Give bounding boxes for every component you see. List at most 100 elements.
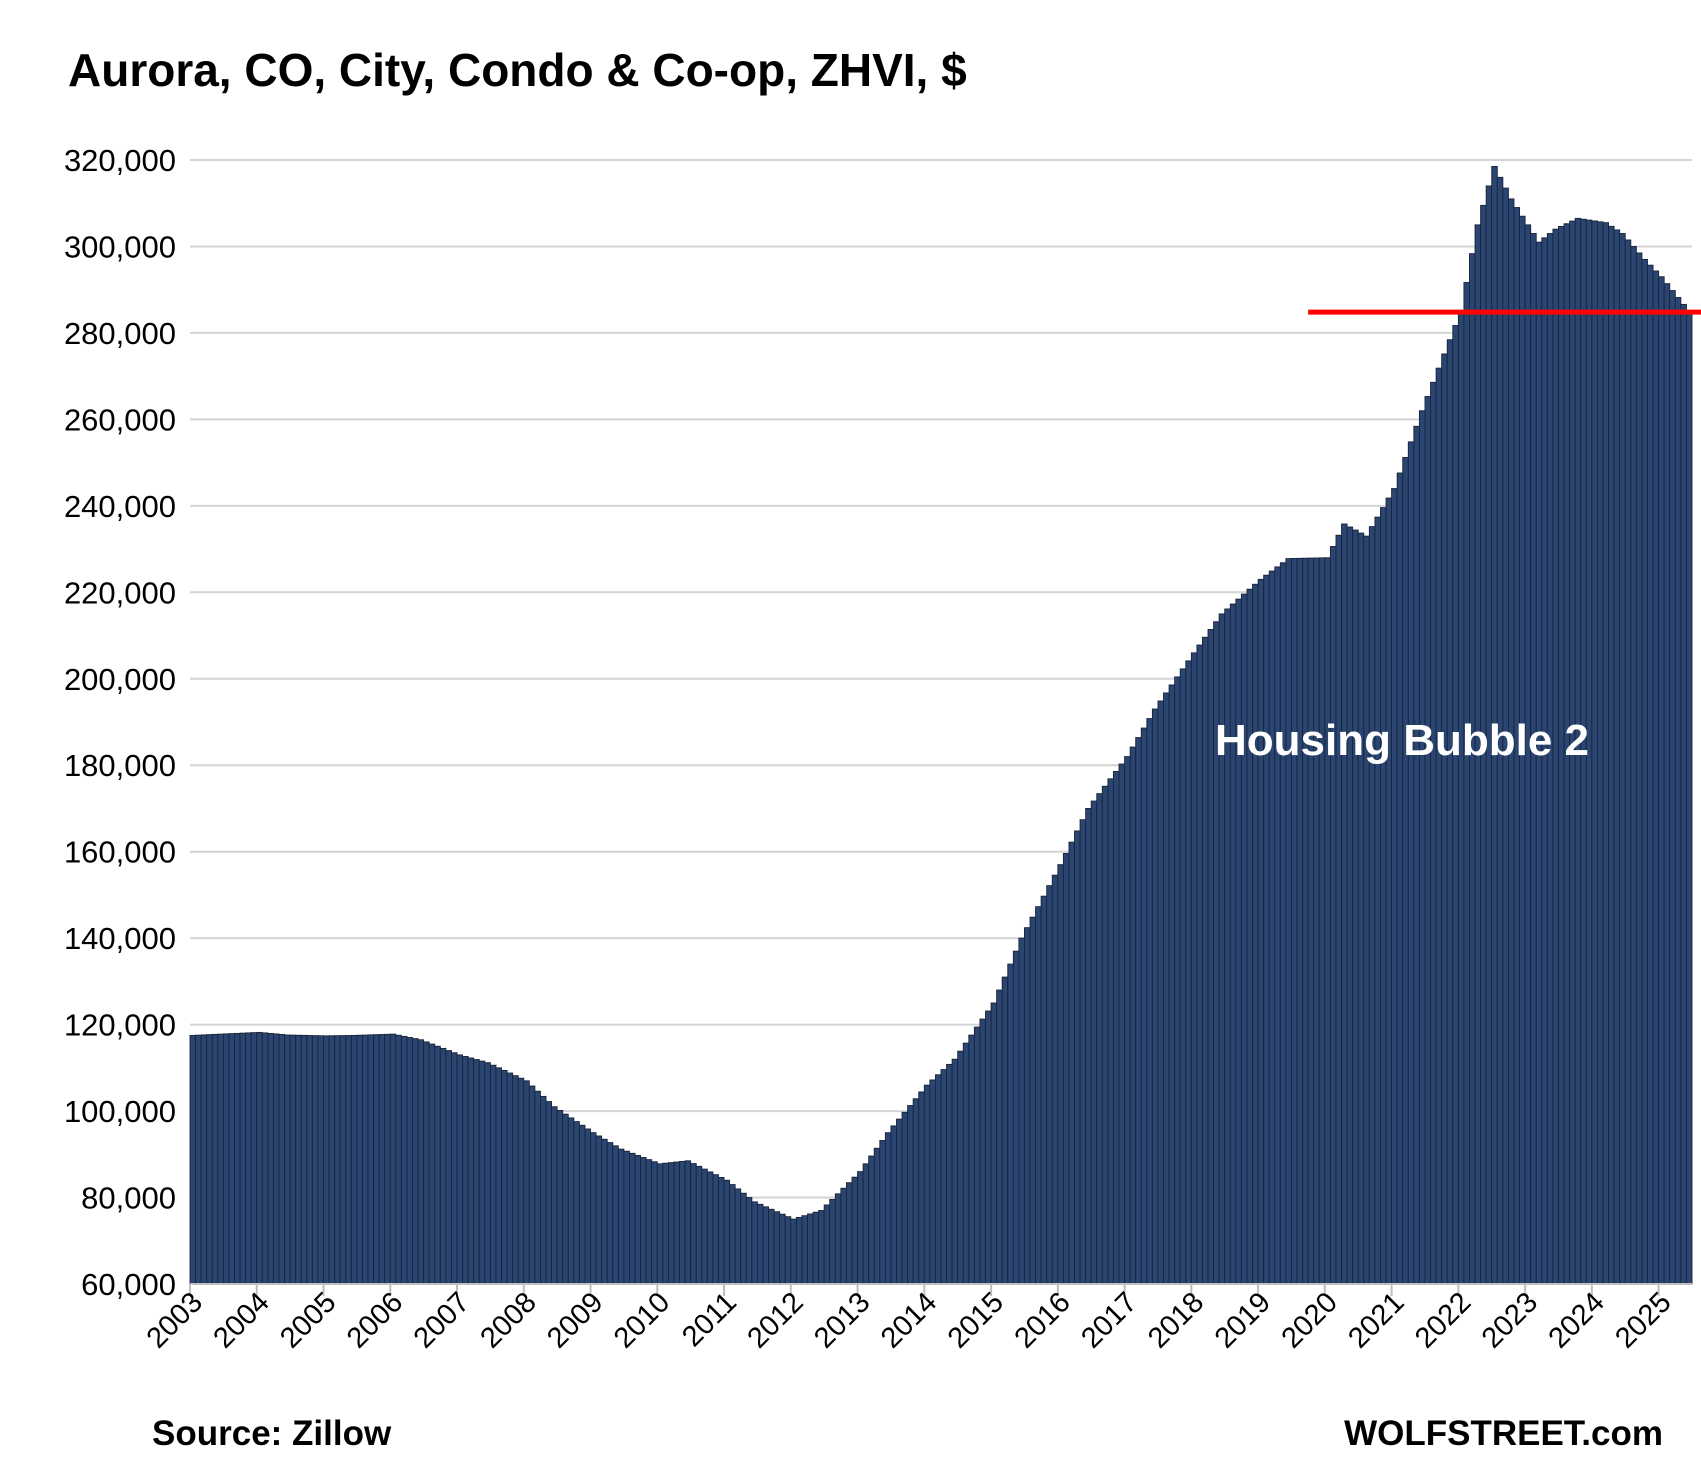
bar — [412, 1038, 419, 1285]
bar — [467, 1057, 475, 1285]
x-tick-label: 2024 — [1543, 1286, 1611, 1354]
bar — [1224, 608, 1231, 1285]
bar — [1046, 885, 1053, 1285]
bar — [662, 1162, 669, 1285]
y-tick-label: 300,000 — [64, 229, 176, 264]
bar — [1352, 529, 1359, 1285]
bar — [300, 1034, 308, 1285]
bar — [540, 1095, 547, 1285]
bar — [395, 1034, 402, 1285]
bar — [656, 1163, 664, 1285]
bar — [973, 1026, 981, 1285]
bar — [756, 1203, 764, 1285]
bar — [1229, 603, 1237, 1285]
bar — [1218, 613, 1226, 1285]
x-tick-label: 2020 — [1276, 1286, 1344, 1354]
bar — [311, 1035, 319, 1285]
bar — [1658, 276, 1665, 1285]
bar — [189, 1034, 197, 1285]
bar — [1296, 557, 1304, 1285]
bar — [1291, 558, 1298, 1285]
bar — [606, 1142, 614, 1285]
bar — [195, 1034, 202, 1285]
bar — [1329, 546, 1337, 1285]
bar — [734, 1188, 742, 1285]
bar — [1418, 410, 1426, 1285]
bar — [1040, 895, 1048, 1285]
chart-title: Aurora, CO, City, Condo & Co-op, ZHVI, $ — [68, 44, 967, 96]
y-tick-label: 180,000 — [64, 748, 176, 783]
bar — [222, 1033, 230, 1285]
bar — [323, 1035, 330, 1285]
bar — [890, 1125, 897, 1285]
bar — [629, 1152, 636, 1285]
bar — [946, 1063, 953, 1285]
bar — [367, 1034, 375, 1285]
bar — [818, 1210, 825, 1285]
bar — [484, 1062, 491, 1285]
y-tick-label: 200,000 — [64, 662, 176, 697]
bar — [1140, 727, 1148, 1285]
bar — [901, 1111, 909, 1285]
x-tick-label: 2015 — [942, 1286, 1010, 1354]
bar — [1135, 737, 1142, 1285]
bar — [384, 1033, 391, 1285]
bar — [729, 1184, 736, 1285]
bar — [578, 1124, 586, 1285]
y-tick-label: 220,000 — [64, 575, 176, 610]
bar — [1424, 396, 1431, 1285]
bar — [1324, 557, 1331, 1285]
bar — [1680, 303, 1687, 1285]
bar — [1624, 239, 1632, 1285]
bar — [1035, 906, 1042, 1285]
bar — [1129, 746, 1137, 1285]
bar — [1007, 963, 1014, 1285]
bar — [779, 1213, 786, 1285]
y-tick-label: 120,000 — [64, 1008, 176, 1043]
bar — [645, 1159, 653, 1285]
x-tick-label: 2012 — [742, 1286, 810, 1354]
bar — [617, 1148, 625, 1285]
bar — [851, 1176, 858, 1285]
bar — [1263, 574, 1270, 1285]
bar — [840, 1187, 847, 1285]
bar — [523, 1080, 530, 1285]
bar — [1240, 593, 1248, 1285]
x-tick-label: 2021 — [1342, 1286, 1410, 1354]
bar — [968, 1034, 975, 1285]
bar — [829, 1198, 836, 1285]
bar — [1279, 562, 1287, 1285]
bar — [923, 1084, 931, 1285]
bar — [934, 1074, 942, 1285]
bar — [1246, 588, 1253, 1285]
bar — [951, 1058, 959, 1285]
bar — [462, 1055, 469, 1285]
bar — [245, 1032, 252, 1285]
bar — [417, 1039, 425, 1285]
bar — [1090, 800, 1098, 1285]
bar — [289, 1034, 297, 1285]
x-tick-label: 2018 — [1142, 1286, 1210, 1354]
bar — [1469, 253, 1476, 1285]
bar — [1407, 441, 1415, 1285]
bar — [512, 1075, 519, 1285]
bar — [740, 1192, 747, 1285]
bar — [1202, 636, 1209, 1285]
bar — [1207, 629, 1215, 1285]
bar — [1096, 793, 1103, 1285]
bar — [400, 1035, 408, 1285]
bar — [640, 1157, 647, 1285]
bar — [690, 1163, 697, 1285]
bar — [1174, 676, 1181, 1285]
bar — [1051, 874, 1059, 1285]
bar — [345, 1035, 352, 1285]
bar — [250, 1032, 258, 1285]
bar — [278, 1034, 286, 1285]
brand-label: WOLFSTREET.com — [1344, 1414, 1663, 1453]
bar — [206, 1034, 213, 1285]
bar — [1012, 950, 1020, 1285]
bar — [328, 1035, 336, 1285]
bar — [1124, 756, 1131, 1285]
bar — [784, 1216, 792, 1285]
bar — [1452, 325, 1459, 1285]
